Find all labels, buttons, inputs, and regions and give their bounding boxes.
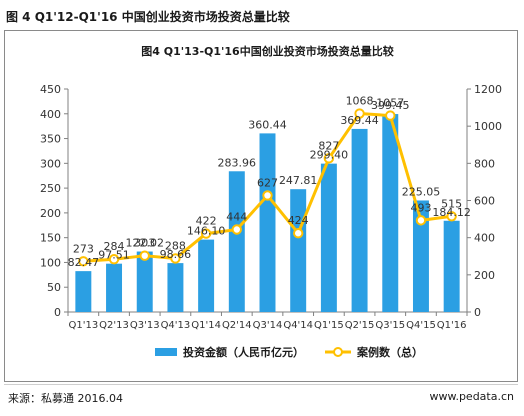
line-point-12 (446, 211, 457, 222)
line-data-label: 422 (196, 215, 217, 228)
x-tick-label: Q4'15 (406, 320, 436, 331)
x-tick-label: Q1'13 (68, 320, 98, 331)
y-left-tick-label: 450 (40, 83, 61, 96)
bar-7 (290, 189, 307, 312)
y-left-tick-label: 200 (40, 207, 61, 220)
bar-data-label: 98.66 (160, 248, 192, 261)
line-point-11 (415, 215, 427, 226)
bar-8 (320, 163, 337, 312)
bar-6 (259, 133, 276, 312)
y-left-tick-label: 50 (47, 281, 61, 294)
bar-12 (443, 220, 460, 312)
bar-data-label: 225.05 (402, 185, 441, 198)
bar-5 (228, 171, 245, 312)
line-data-label: 515 (441, 197, 462, 210)
line-point-9 (354, 108, 365, 119)
line-data-label: 827 (318, 139, 339, 152)
y-left-tick-label: 350 (40, 133, 61, 146)
bar-2 (136, 251, 153, 312)
chart-title: 图4 Q1'13-Q1'16中国创业投资市场投资总量比较 (141, 44, 393, 58)
website-note: www.pedata.cn (429, 390, 514, 403)
x-tick-label: Q1'14 (191, 320, 221, 331)
bar-data-label: 184.12 (432, 206, 471, 219)
line-point-7 (292, 228, 304, 239)
line-point-4 (200, 228, 212, 239)
y-left-tick-label: 150 (40, 232, 61, 245)
line-point-2 (139, 250, 150, 261)
x-tick-label: Q2'15 (345, 320, 375, 331)
line-data-label: 288 (165, 239, 186, 252)
x-tick-label: Q2'14 (222, 320, 252, 331)
legend-bar-swatch (155, 348, 177, 356)
legend-line-marker (333, 347, 343, 357)
bar-data-label: 146.10 (187, 225, 226, 238)
y-right-tick-label: 0 (474, 306, 481, 319)
y-right-tick-label: 1000 (474, 120, 502, 133)
bar-data-label: 360.44 (248, 118, 287, 131)
line-data-label: 424 (288, 214, 309, 227)
page-heading: 图 4 Q1'12-Q1'16 中国创业投资市场投资总量比较 (6, 10, 290, 24)
bar-0 (75, 271, 92, 312)
line-data-label: 303 (134, 237, 155, 250)
bar-data-label: 122.02 (125, 237, 164, 250)
y-right-tick-label: 200 (474, 269, 495, 282)
line-data-label: 1057 (376, 97, 404, 110)
bar-data-label: 247.81 (279, 174, 318, 187)
y-right-tick-label: 1200 (474, 83, 502, 96)
bar-data-label: 399.45 (371, 99, 410, 112)
bar-10 (382, 114, 399, 313)
bar-9 (351, 128, 368, 312)
bar-4 (198, 239, 215, 312)
y-left-tick-label: 250 (40, 182, 61, 195)
y-left-tick-label: 400 (40, 108, 61, 121)
bar-data-label: 283.96 (218, 156, 257, 169)
x-tick-label: Q3'15 (375, 320, 405, 331)
x-tick-label: Q4'13 (161, 320, 191, 331)
line-point-5 (231, 224, 243, 235)
legend-line-label: 案例数（总） (356, 345, 423, 359)
chart-frame: 图4 Q1'13-Q1'16中国创业投资市场投资总量比较 0 50 100 150 200… (4, 30, 518, 382)
line-data-label: 444 (226, 210, 247, 223)
line-point-8 (323, 153, 335, 164)
bar-data-label: 299.40 (310, 149, 349, 162)
x-tick-label: Q1'16 (437, 320, 467, 331)
x-tick-label: Q3'14 (253, 320, 283, 331)
x-tick-label: Q1'15 (314, 320, 344, 331)
line-data-label: 284 (104, 240, 125, 253)
y-left-tick-label: 100 (40, 256, 61, 269)
footer-divider (4, 384, 518, 385)
line-data-label: 493 (410, 201, 431, 214)
y-left-tick-label: 0 (54, 306, 61, 319)
line-point-6 (262, 190, 273, 201)
source-note: 来源：私募通 2016.04 (8, 392, 123, 405)
bar-3 (167, 263, 184, 312)
line-point-3 (170, 253, 181, 264)
y-right-tick-label: 400 (474, 232, 495, 245)
y-left-tick-label: 300 (40, 157, 61, 170)
line-point-1 (108, 254, 120, 265)
y-right-tick-label: 800 (474, 157, 495, 170)
bar-data-label: 369.44 (340, 114, 379, 127)
x-tick-label: Q3'13 (130, 320, 160, 331)
line-data-label: 273 (73, 242, 94, 255)
x-tick-label: Q4'14 (283, 320, 313, 331)
bar-1 (106, 263, 123, 312)
line-point-0 (78, 256, 89, 267)
y-right-tick-label: 600 (474, 195, 495, 208)
line-data-label: 627 (257, 176, 278, 189)
bar-11 (412, 200, 429, 312)
bar-data-label: 97.51 (98, 249, 130, 262)
line-data-label: 1068 (346, 95, 374, 108)
bar-data-label: 82.47 (68, 256, 100, 269)
line-point-10 (385, 110, 396, 121)
x-tick-label: Q2'13 (99, 320, 129, 331)
legend-bar-label: 投资金额（人民币亿元） (183, 345, 304, 359)
chart: 图4 Q1'13-Q1'16中国创业投资市场投资总量比较 0 50 100 150 200… (40, 44, 502, 359)
